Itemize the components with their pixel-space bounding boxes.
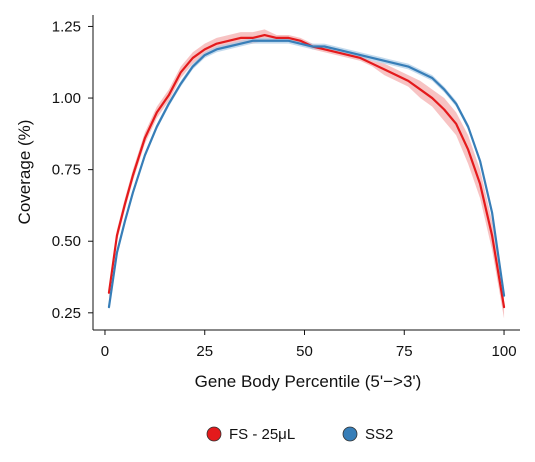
x-ticks: 0 25 50 75 100 — [101, 330, 517, 360]
y-tick-label: 0.50 — [52, 233, 81, 250]
y-tick-label: 1.25 — [52, 18, 81, 35]
confidence-band-fs — [108, 29, 505, 319]
x-axis-title: Gene Body Percentile (5'−>3') — [195, 372, 422, 391]
x-tick-label: 75 — [396, 343, 413, 360]
y-axis-title: Coverage (%) — [15, 120, 34, 225]
legend-marker-fs — [206, 426, 222, 442]
confidence-band-ss2 — [108, 37, 505, 310]
y-tick-label: 0.75 — [52, 162, 81, 179]
y-ticks: 0.25 0.50 0.75 1.00 1.25 — [52, 18, 93, 322]
y-tick-label: 1.00 — [52, 90, 81, 107]
x-tick-label: 0 — [101, 343, 109, 360]
series-line-fs — [107, 33, 506, 309]
legend: FS - 25μL SS2 — [206, 426, 393, 443]
y-tick-label: 0.25 — [52, 305, 81, 322]
axes — [92, 15, 520, 331]
series-line-ss2 — [107, 39, 506, 309]
legend-label-fs: FS - 25μL — [229, 426, 295, 443]
legend-marker-ss2 — [342, 426, 358, 442]
legend-label-ss2: SS2 — [365, 426, 393, 443]
x-tick-label: 50 — [296, 343, 313, 360]
series-lines — [107, 33, 506, 309]
x-tick-label: 25 — [196, 343, 213, 360]
confidence-bands — [108, 29, 505, 319]
x-tick-label: 100 — [492, 343, 517, 360]
